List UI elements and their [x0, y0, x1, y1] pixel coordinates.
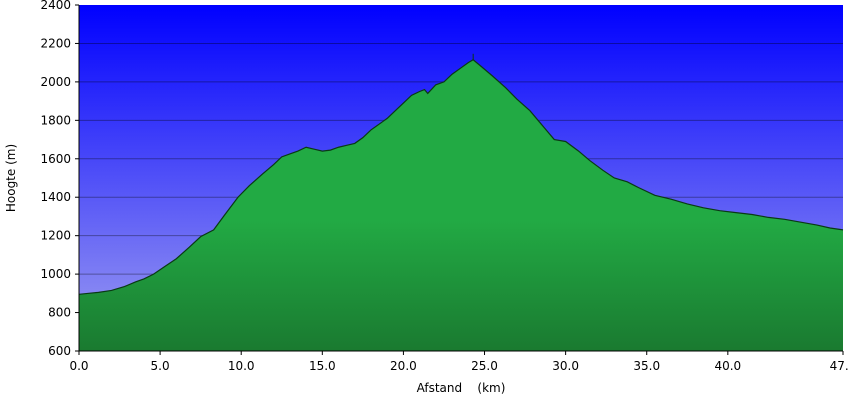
x-tick-label: 35.0: [633, 359, 660, 373]
y-tick-label: 2400: [40, 0, 71, 12]
elevation-line: [78, 59, 844, 295]
y-tick-label: 800: [48, 306, 71, 320]
y-tick-label: 2000: [40, 75, 71, 89]
x-tick-label: 25.0: [471, 359, 498, 373]
elevation-area: [79, 59, 843, 352]
x-tick-label: 47.1: [830, 359, 850, 373]
x-tick-label: 40.0: [714, 359, 741, 373]
x-axis-label: Afstand (km): [417, 381, 506, 395]
y-tick-label: 1400: [40, 190, 71, 204]
y-tick-label: 1000: [40, 267, 71, 281]
x-tick-label: 0.0: [69, 359, 88, 373]
y-tick-label: 600: [48, 344, 71, 358]
x-tick-label: 30.0: [552, 359, 579, 373]
y-axis-ticks: 600 800 1000 1200 1400 1600 1800 2000 2200 2400: [40, 0, 79, 358]
x-tick-label: 15.0: [309, 359, 336, 373]
y-tick-label: 1800: [40, 113, 71, 127]
x-tick-label: 20.0: [390, 359, 417, 373]
axes: [78, 5, 843, 352]
y-tick-label: 1200: [40, 229, 71, 243]
y-tick-label: 1600: [40, 152, 71, 166]
y-axis-label: Hoogte (m): [4, 144, 18, 212]
x-tick-label: 10.0: [228, 359, 255, 373]
y-tick-label: 2200: [40, 36, 71, 50]
x-tick-label: 5.0: [151, 359, 170, 373]
x-axis-ticks: 0.0 5.0 10.0 15.0 20.0 25.0 30.0 35.0 40.0 47.1: [69, 351, 850, 373]
